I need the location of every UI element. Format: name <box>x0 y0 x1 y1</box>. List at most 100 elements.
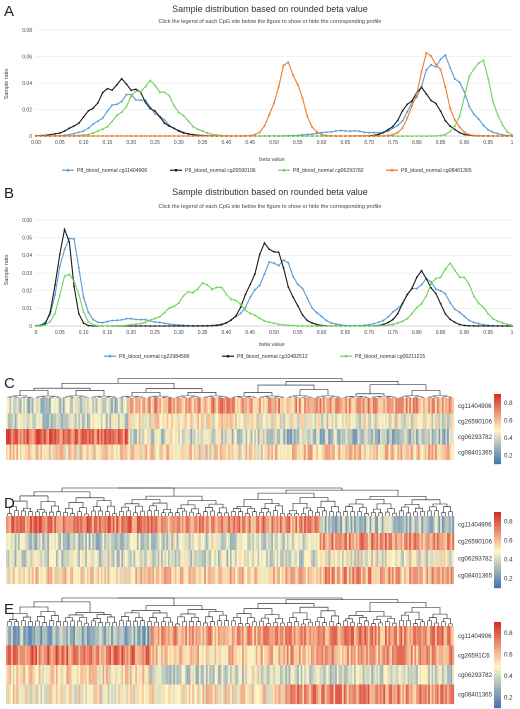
heatmap-cell <box>80 567 82 585</box>
heatmap-cell <box>290 533 293 551</box>
heatmap-cell <box>88 444 91 461</box>
heatmap-cell <box>279 567 282 585</box>
heatmap-cell <box>376 533 379 551</box>
series-point-4 <box>134 134 138 138</box>
heatmap-cell <box>286 413 289 430</box>
dendrogram-branch <box>75 497 105 503</box>
series-point-1 <box>444 292 447 296</box>
series-point-2 <box>453 321 456 324</box>
heatmap-cell <box>85 398 88 414</box>
heatmap-cell <box>21 665 24 685</box>
heatmap-cell <box>119 516 122 534</box>
series-point-1 <box>101 116 104 120</box>
heatmap-cell <box>397 665 400 685</box>
heatmap-cell <box>147 550 150 568</box>
heatmap-cell <box>404 516 406 534</box>
heatmap-cell <box>31 567 34 585</box>
heatmap-cell <box>343 413 346 430</box>
heatmap-cell <box>97 684 100 705</box>
dendrogram-branch <box>448 511 453 516</box>
series-point-2 <box>453 128 456 131</box>
heatmap-cell <box>245 444 248 461</box>
heatmap-cell <box>274 398 277 414</box>
heatmap-cell <box>333 626 336 646</box>
heatmap-cell <box>378 684 381 705</box>
heatmap-cell <box>126 550 129 568</box>
series-point-4 <box>101 134 104 138</box>
heatmap-cell <box>105 645 108 666</box>
heatmap-cell <box>373 398 375 414</box>
heatmap-cell <box>161 516 163 534</box>
heatmap-cell <box>86 516 89 534</box>
heatmap-cell <box>243 684 246 705</box>
heatmap-cell <box>388 533 391 551</box>
heatmap-cell <box>243 645 246 666</box>
heatmap-cell <box>290 429 293 445</box>
heatmap-cell <box>436 626 439 646</box>
heatmap-cell <box>216 516 219 534</box>
legend-item-1[interactable]: P8_blood_normal cg22984586 <box>104 354 190 360</box>
heatmap-cell <box>362 626 365 646</box>
heatmap-row-label: cg11404906 <box>458 633 492 640</box>
legend-item-2[interactable]: P8_blood_normal cg10482512 <box>222 354 308 360</box>
legend-item-3[interactable]: P8_blood_normal cg00211215 <box>340 354 425 360</box>
series-point-3 <box>434 277 438 280</box>
heatmap-cell <box>43 516 46 534</box>
legend-item-2[interactable]: P8_blood_normal cg26590106 <box>170 168 256 174</box>
heatmap-cell <box>224 413 227 430</box>
heatmap-cell <box>397 533 400 551</box>
heatmap-cell <box>274 550 277 568</box>
heatmap-cell <box>26 444 29 461</box>
heatmap-cell <box>54 626 57 646</box>
heatmap-cell <box>124 398 127 414</box>
heatmap-cell <box>452 429 455 445</box>
heatmap-cell <box>226 413 229 430</box>
series-point-2 <box>116 83 118 86</box>
colorbar-swatch <box>494 405 501 409</box>
heatmap-cell <box>118 684 120 705</box>
heatmap-cell <box>123 398 126 414</box>
heatmap-cell <box>198 516 201 534</box>
heatmap-cell <box>255 645 258 666</box>
heatmap-cell <box>181 665 184 685</box>
dendrogram-branch <box>119 397 124 398</box>
legend-item-3[interactable]: P8_blood_normal cg06293782 <box>278 168 364 174</box>
heatmap-cell <box>440 429 443 445</box>
heatmap-cell <box>80 516 82 534</box>
heatmap-cell <box>324 444 327 461</box>
heatmap-cell <box>104 413 107 430</box>
legend-item-1[interactable]: P8_blood_normal cg11404906 <box>62 168 147 174</box>
heatmap-cell <box>181 413 184 430</box>
heatmap-cell <box>93 645 96 666</box>
heatmap-cell <box>374 550 377 568</box>
heatmap-cell <box>192 550 194 568</box>
heatmap-cell <box>390 626 393 646</box>
heatmap-cell <box>85 645 88 666</box>
heatmap-cell <box>300 429 303 445</box>
series-point-4 <box>201 134 204 138</box>
heatmap-cell <box>390 567 393 585</box>
heatmap-cell <box>298 645 301 666</box>
legend-item-4[interactable]: P8_blood_normal cg08401365 <box>386 168 472 174</box>
heatmap-cell <box>452 550 455 568</box>
series-point-1 <box>320 131 323 134</box>
heatmap-cell <box>37 626 39 646</box>
heatmap-cell <box>255 550 258 568</box>
heatmap-cell <box>176 645 179 666</box>
heatmap-cell <box>364 567 367 585</box>
heatmap-cell <box>441 516 444 534</box>
dendrogram-branch <box>285 599 399 604</box>
dendrogram-branch <box>329 397 334 398</box>
heatmap-cell <box>235 665 238 685</box>
heatmap-cell <box>105 550 108 568</box>
heatmap-cell <box>364 550 367 568</box>
heatmap-cell <box>404 626 406 646</box>
series-point-3 <box>130 323 133 326</box>
heatmap-cell <box>61 645 64 666</box>
heatmap-cell <box>47 533 50 551</box>
heatmap-cell <box>329 626 332 646</box>
heatmap-cell <box>223 429 225 445</box>
heatmap-cell <box>235 550 238 568</box>
heatmap-cell <box>261 533 263 551</box>
heatmap-cell <box>450 665 453 685</box>
